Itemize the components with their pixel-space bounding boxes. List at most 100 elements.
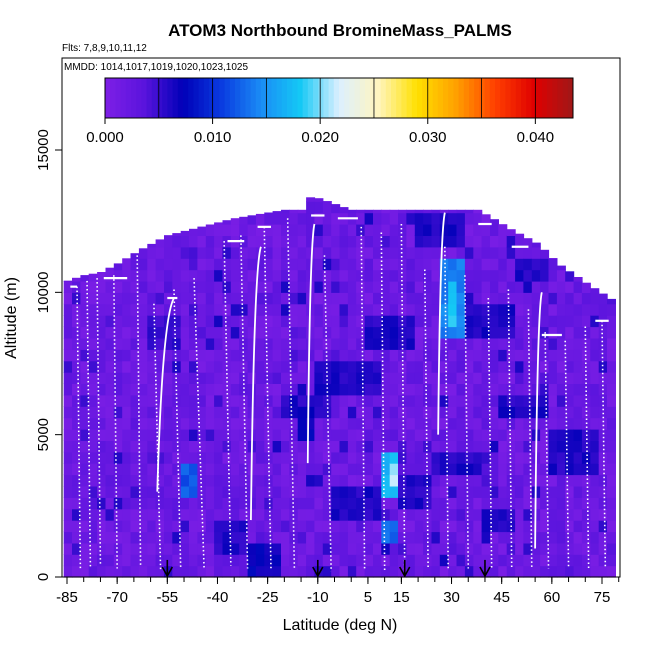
heatmap-cell [515,303,525,316]
heatmap-cell [565,485,575,498]
heatmap-cell [255,508,265,521]
heatmap-cell [523,246,533,259]
heatmap-cell [423,360,433,373]
heatmap-cell [331,280,341,293]
heatmap-cell [389,224,399,236]
heatmap-cell [264,349,274,362]
heatmap-cell [590,508,600,521]
heatmap-cell [398,508,407,521]
heatmap-cell [423,258,433,271]
heatmap-cell [540,372,550,384]
heatmap-cell [473,417,483,430]
heatmap-cell [230,463,240,476]
heatmap-cell [548,497,558,510]
heatmap-cell [339,497,349,510]
heatmap-cell [439,303,449,316]
heatmap-cell [498,224,508,236]
heatmap-cell [456,474,466,487]
heatmap-cell [373,531,382,544]
heatmap-cell [464,224,474,236]
heatmap-cell [431,212,441,225]
heatmap-cell [72,315,81,328]
heatmap-cell [607,349,616,362]
heatmap-cell [373,497,382,510]
heatmap-cell [197,485,207,498]
heatmap-cell [381,258,391,271]
heatmap-cell [381,485,391,498]
heatmap-cell [364,417,374,430]
heatmap-cell [556,497,566,510]
heatmap-cell [414,451,424,464]
heatmap-cell [448,326,458,339]
heatmap-cell [197,394,207,407]
colorbar-swatch [245,78,252,118]
colorbar-swatch [479,78,486,118]
heatmap-cell [264,440,274,453]
heatmap-cell [448,315,458,328]
heatmap-cell [189,326,198,339]
heatmap-cell [63,417,73,430]
colorbar-swatch [328,78,335,118]
heatmap-cell [364,209,374,214]
heatmap-cell [247,246,257,259]
heatmap-cell [331,372,341,384]
heatmap-cell [531,337,541,350]
heatmap-cell [147,474,157,487]
heatmap-cell [264,246,274,259]
heatmap-cell [289,269,299,282]
heatmap-cell [398,349,407,362]
heatmap-cell [506,485,516,498]
heatmap-cell [130,337,140,350]
heatmap-cell [205,417,215,430]
heatmap-cell [414,246,424,259]
heatmap-cell [364,303,374,316]
heatmap-cell [347,224,357,236]
heatmap-cell [222,520,232,533]
heatmap-cell [573,463,583,476]
heatmap-cell [113,292,123,305]
heatmap-cell [314,337,324,350]
heatmap-cell [155,520,165,533]
heatmap-cell [498,429,508,441]
heatmap-cell [180,303,190,316]
heatmap-cell [138,520,148,533]
heatmap-cell [255,463,265,476]
heatmap-cell [548,372,558,384]
heatmap-cell [339,474,349,487]
heatmap-cell [113,485,123,498]
heatmap-cell [381,315,391,328]
heatmap-cell [431,372,441,384]
heatmap-cell [130,531,140,544]
heatmap-cell [72,277,81,282]
heatmap-cell [598,531,608,544]
heatmap-cell [481,372,491,384]
heatmap-cell [356,429,366,441]
heatmap-cell [581,554,591,567]
colorbar-swatch [307,78,314,118]
heatmap-cell [381,474,391,487]
heatmap-cell [88,292,98,305]
heatmap-cell [130,497,140,510]
colorbar-swatch [136,78,142,118]
colorbar-tick-label: 0.040 [517,129,555,146]
colorbar-swatch [235,78,241,118]
heatmap-cell [598,360,608,373]
heatmap-cell [264,235,274,248]
heatmap-cell [239,224,249,236]
heatmap-cell [556,337,566,350]
heatmap-cell [490,406,499,419]
heatmap-cell [281,531,290,544]
heatmap-cell [431,508,441,521]
heatmap-cell [431,417,441,430]
heatmap-cell [297,383,307,396]
flight-track [193,278,205,569]
heatmap-cell [239,417,249,430]
heatmap-cell [347,360,357,373]
heatmap-cell [72,531,81,544]
heatmap-cell [289,406,299,419]
heatmap-cell [147,315,157,328]
heatmap-cell [230,349,240,362]
heatmap-cell [548,383,558,396]
colorbar-swatch [183,78,189,118]
heatmap-cell [339,326,349,339]
